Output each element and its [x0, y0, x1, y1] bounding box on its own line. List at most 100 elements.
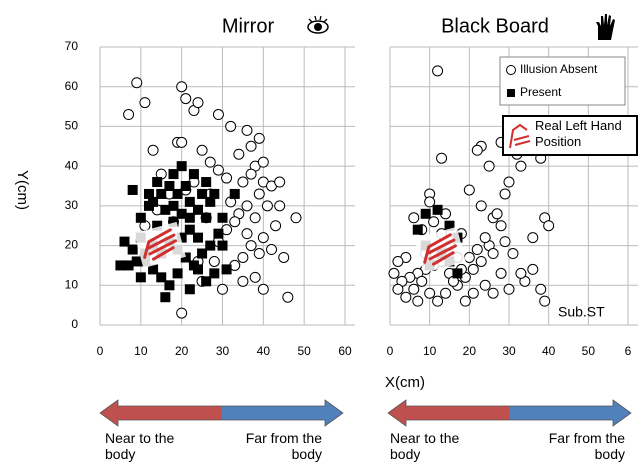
point [198, 249, 207, 258]
point [128, 245, 137, 254]
point [145, 201, 154, 210]
point [177, 308, 187, 318]
point [472, 145, 482, 155]
point [145, 189, 154, 198]
point [464, 252, 474, 262]
point [210, 269, 219, 278]
point [476, 201, 486, 211]
x-tick-label: 10 [134, 344, 148, 358]
point [488, 249, 498, 259]
point [153, 178, 162, 187]
point [194, 233, 203, 242]
point [492, 209, 502, 219]
point [165, 281, 174, 290]
x-tick-label: 60 [338, 344, 352, 358]
hand-icon [596, 14, 615, 40]
point [246, 169, 256, 179]
point [508, 249, 518, 259]
y-axis-label: Y(cm) [14, 170, 31, 210]
point [476, 256, 486, 266]
point [161, 205, 170, 214]
arrow-left-label: Near to the body [390, 430, 485, 462]
point [181, 94, 191, 104]
point [218, 284, 228, 294]
point [468, 264, 478, 274]
point [165, 182, 174, 191]
point [544, 221, 554, 231]
point [528, 264, 538, 274]
point [185, 285, 194, 294]
point [516, 268, 526, 278]
y-tick-label: 10 [65, 277, 79, 291]
point [500, 189, 510, 199]
point [198, 189, 207, 198]
point [283, 292, 293, 302]
point [425, 288, 435, 298]
legend-label: Illusion Absent [520, 62, 598, 76]
point [181, 182, 190, 191]
legend-label: Present [520, 85, 562, 99]
y-tick-label: 30 [65, 198, 79, 212]
point [238, 252, 248, 262]
point [177, 82, 187, 92]
point [177, 137, 187, 147]
point [421, 209, 430, 218]
point [218, 241, 227, 250]
figure: Mirror Black Board Y(cm) X(cm) Sub.ST Il… [0, 0, 640, 469]
point [516, 161, 526, 171]
arrow-right-label: Far from the body [540, 430, 625, 462]
point [468, 288, 478, 298]
point [136, 273, 145, 282]
point [409, 213, 419, 223]
point [417, 276, 427, 286]
point [393, 284, 403, 294]
point [116, 261, 125, 270]
arrow-right-label: Far from the body [240, 430, 322, 462]
arrow-left-label: Near to the body [105, 430, 200, 462]
point [480, 233, 490, 243]
point [202, 178, 211, 187]
point [202, 213, 211, 222]
chart: Mirror Black Board Y(cm) X(cm) Sub.ST Il… [0, 0, 640, 469]
point [536, 284, 546, 294]
point [441, 288, 451, 298]
x-tick-label: 0 [97, 344, 104, 358]
legend-marker [507, 89, 515, 97]
arrow [100, 400, 343, 426]
point [169, 201, 178, 210]
chart-title: Black Board [441, 15, 549, 37]
point [234, 149, 244, 159]
point [484, 161, 494, 171]
annotation: Sub.ST [558, 304, 605, 320]
point [213, 110, 223, 120]
point [185, 213, 194, 222]
point [472, 245, 482, 255]
x-tick-label: 30 [216, 344, 230, 358]
point [238, 276, 248, 286]
point [460, 296, 470, 306]
point [504, 177, 514, 187]
point [258, 157, 268, 167]
point [254, 249, 264, 259]
point [433, 66, 443, 76]
point [209, 256, 219, 266]
point [148, 145, 158, 155]
x-tick-label: 20 [175, 344, 189, 358]
point [540, 296, 550, 306]
point [205, 157, 215, 167]
point [480, 280, 490, 290]
point [222, 265, 231, 274]
point [250, 272, 260, 282]
x-tick-label: 50 [297, 344, 311, 358]
point [222, 173, 232, 183]
point [267, 245, 277, 255]
point [262, 201, 272, 211]
point [291, 213, 301, 223]
point [409, 284, 419, 294]
point [413, 225, 422, 234]
y-tick-label: 40 [65, 158, 79, 172]
point [185, 225, 194, 234]
x-tick-label: 40 [542, 344, 556, 358]
point [433, 205, 442, 214]
y-tick-label: 70 [65, 39, 79, 53]
